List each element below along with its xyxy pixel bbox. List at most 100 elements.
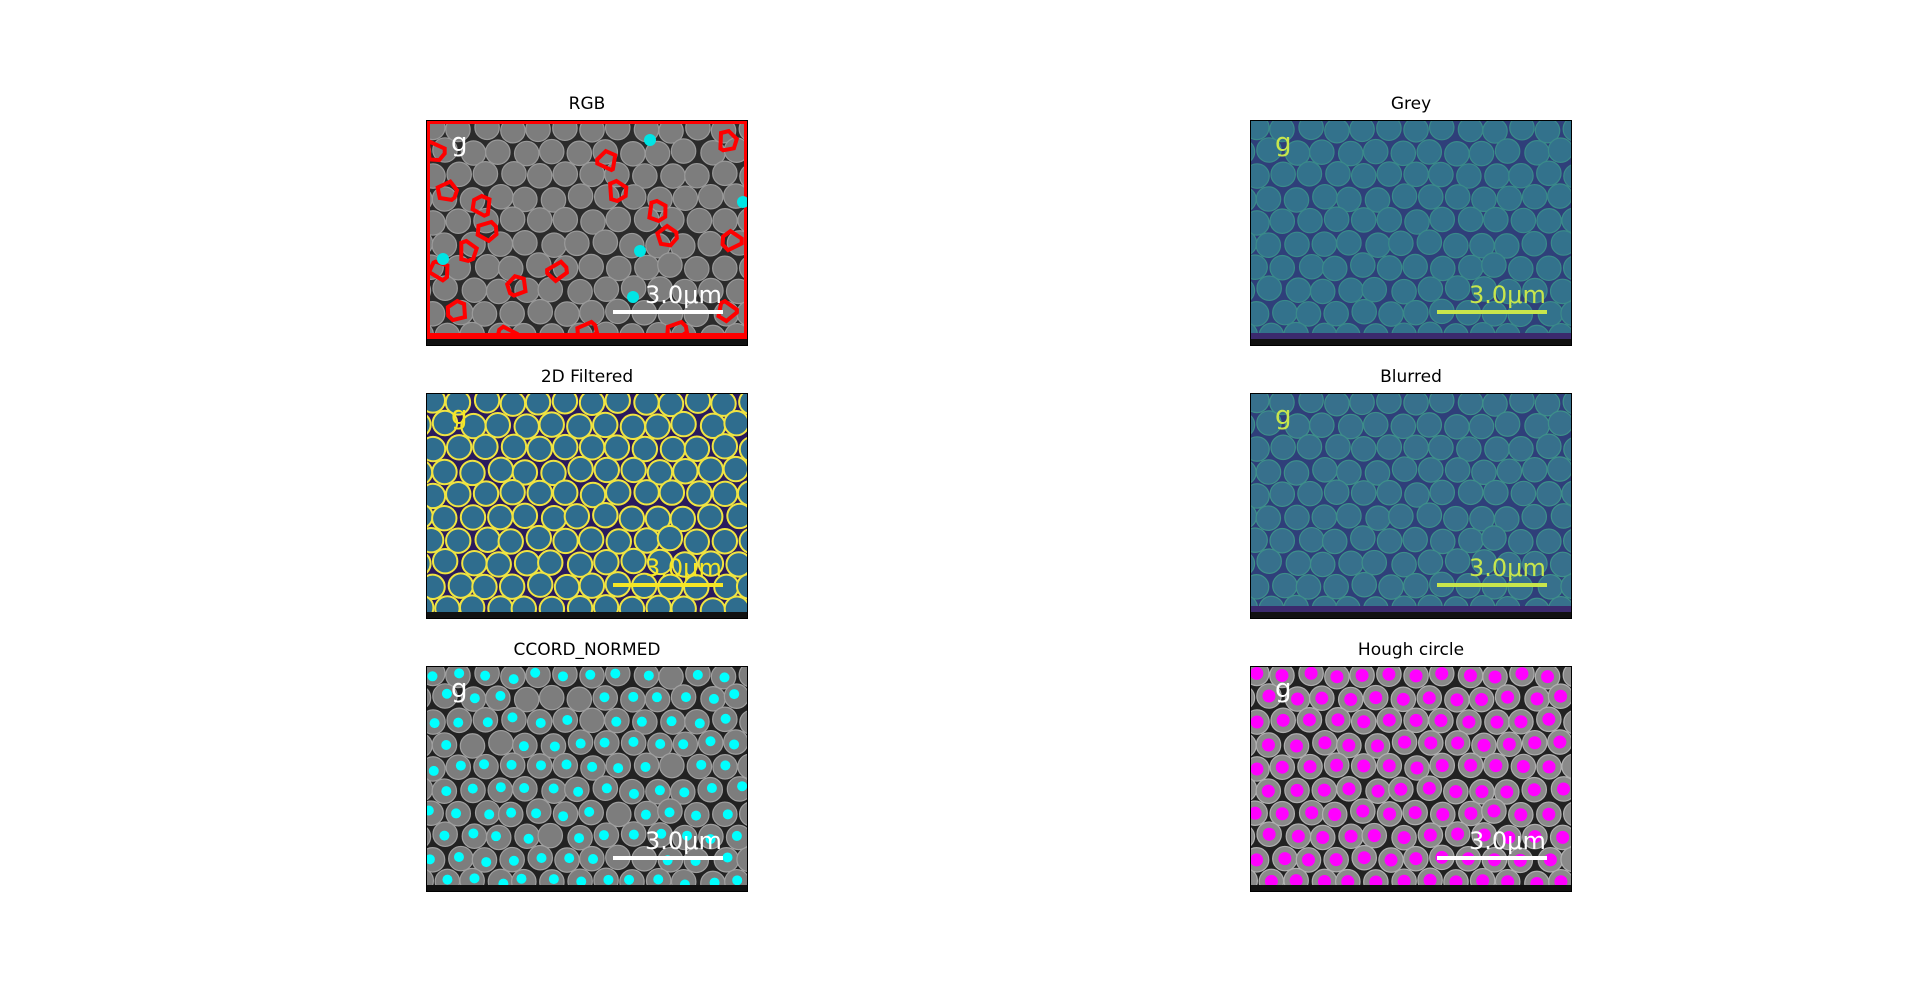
scale-label: 3.0μm [645,554,722,582]
ccord-marker [666,716,677,727]
ccord-marker [469,873,480,884]
hough-marker [1264,874,1278,888]
ccord-marker [573,786,584,797]
hough-marker [1464,806,1478,820]
hough-marker [1275,807,1289,821]
ccord-marker [427,671,438,682]
ccord-marker [588,854,599,865]
hough-marker [1475,785,1489,799]
hough-marker [1289,874,1303,888]
ccord-marker [599,737,610,748]
hough-marker [1541,670,1555,684]
ccord-marker [640,761,651,772]
hough-marker [1317,874,1331,888]
hough-marker [1291,692,1305,706]
hough-marker [1410,761,1424,775]
hough-marker [1318,736,1332,750]
hough-marker [1502,830,1516,844]
ccord-marker [599,692,610,703]
hough-marker [1301,853,1315,867]
scale-label: 3.0μm [1469,281,1546,309]
ccord-marker [506,759,517,770]
hough-marker [1251,667,1264,680]
ccord-marker [508,855,519,866]
hough-marker [1477,738,1491,752]
ccord-marker [574,833,585,844]
hough-marker [1553,735,1567,749]
ccord-marker [643,670,654,681]
ccord-marker [455,760,466,771]
panel-rgb: RGB g 3.0μm [426,94,748,346]
hough-marker [1289,739,1303,753]
hough-marker [1371,784,1385,798]
corner-letter: g [1275,128,1292,158]
hough-marker [1500,785,1514,799]
ccord-marker [611,716,622,727]
ccord-marker [636,716,647,727]
hough-marker [1275,668,1289,682]
hough-image: g 3.0μm [1250,666,1572,892]
hough-marker [1367,829,1381,843]
ccord-marker [610,668,621,679]
panel-title: Hough circle [1357,640,1465,660]
ccord-marker [628,829,639,840]
ccord-marker [705,834,716,845]
ccord-marker [441,688,452,699]
ccord-marker [653,874,664,885]
ccord-marker [441,740,452,751]
ccord-marker [598,830,609,841]
hough-marker [1554,875,1568,889]
hough-marker [1329,853,1343,867]
ccord-marker [507,712,518,723]
ccord-marker [655,738,666,749]
ccord-marker [454,668,465,679]
ccord-marker [722,852,733,863]
ccord-marker [530,667,541,678]
ccord-marker [561,759,572,770]
panel-hough-circle: Hough circle g 3.0μm [1250,640,1572,892]
hough-marker [1527,783,1541,797]
hough-marker [1554,689,1568,703]
ccord-marker [427,854,435,865]
hough-marker [1435,758,1449,772]
hough-marker [1502,737,1516,751]
hough-marker [1251,806,1262,820]
hough-marker [1435,667,1449,681]
ccord-marker [531,808,542,819]
ccord-marker [628,691,639,702]
hough-marker [1278,852,1292,866]
hough-marker [1357,851,1371,865]
hough-marker [1305,806,1319,820]
hough-marker [1357,759,1371,773]
corner-letter: g [1275,401,1292,431]
hough-marker [1422,691,1436,705]
ccord-marker [584,806,595,817]
ccord-marker [706,783,717,794]
filtered-image: g 3.0μm [426,393,748,619]
hough-marker [1513,853,1527,867]
hough-marker [1451,827,1465,841]
ccord-marker [482,717,493,728]
ccord-marker [613,763,624,774]
hough-marker [1542,712,1556,726]
hough-marker [1303,760,1317,774]
corner-letter: g [451,128,468,158]
hough-marker [1476,874,1490,888]
ccord-marker [441,786,452,797]
hough-marker [1251,853,1264,867]
blurred-image: g 3.0μm [1250,393,1572,619]
hough-marker [1382,667,1396,681]
ccord-marker [603,874,614,885]
ccord-marker [562,714,573,725]
ccord-marker [484,809,495,820]
hough-marker [1514,715,1528,729]
hough-marker [1394,782,1408,796]
ccord-marker [453,852,464,863]
ccord-marker [516,873,527,884]
corner-letter: g [1275,674,1292,704]
hough-marker [1342,782,1356,796]
hough-marker [1487,804,1501,818]
rgb-image: g 3.0μm [426,120,748,346]
hough-marker [1451,736,1465,750]
hough-marker [1423,828,1437,842]
